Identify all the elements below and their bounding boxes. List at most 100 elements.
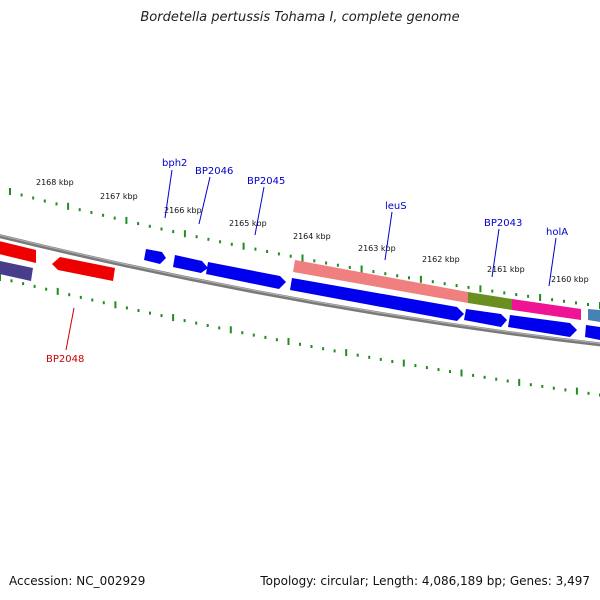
minor-tick <box>325 261 328 265</box>
minor-tick <box>183 319 186 323</box>
major-tick <box>575 387 578 395</box>
map-title: Bordetella pertussis Tohama I, complete … <box>140 10 460 25</box>
accession-text: Accession: NC_002929 <box>9 574 146 588</box>
minor-tick <box>503 291 506 295</box>
minor-tick <box>529 383 532 387</box>
minor-tick <box>437 368 440 372</box>
minor-tick <box>195 235 198 239</box>
minor-tick <box>564 388 567 392</box>
minor-tick <box>396 274 399 278</box>
major-tick <box>183 230 186 238</box>
gene-bph2[interactable] <box>144 249 166 264</box>
genome-summary-text: Topology: circular; Length: 4,086,189 bp… <box>260 574 590 588</box>
minor-tick <box>148 224 151 228</box>
minor-tick <box>356 353 359 357</box>
major-tick <box>539 294 542 301</box>
minor-tick <box>322 347 325 351</box>
leader-line <box>384 211 393 261</box>
leader-line <box>65 307 75 351</box>
minor-tick <box>310 345 313 348</box>
label-BP2045[interactable]: BP2045 <box>247 176 285 187</box>
major-tick <box>301 254 304 262</box>
forward-strand <box>144 249 600 322</box>
minor-tick <box>102 213 105 217</box>
minor-tick <box>254 247 257 251</box>
gene-holA-feature[interactable] <box>512 299 581 320</box>
leader-line <box>491 228 500 278</box>
minor-tick <box>313 259 316 263</box>
minor-tick <box>379 357 382 361</box>
minor-tick <box>275 338 278 342</box>
gene-left-red[interactable] <box>0 240 36 263</box>
minor-tick <box>587 303 589 306</box>
genome-backbone-highlight <box>0 234 600 344</box>
major-tick <box>125 216 128 224</box>
minor-tick <box>372 270 375 274</box>
label-BP2048[interactable]: BP2048 <box>46 354 84 365</box>
gene-labels: bph2 BP2046 BP2045 leuS BP2043 holA BP20… <box>46 158 568 365</box>
minor-tick <box>45 287 48 291</box>
minor-tick <box>22 282 25 286</box>
major-tick <box>0 274 1 281</box>
minor-tick <box>79 295 82 299</box>
scale-label: 2160 kbp <box>551 275 589 284</box>
minor-tick <box>541 384 544 388</box>
scale-label: 2168 kbp <box>36 178 74 187</box>
minor-tick <box>483 375 486 379</box>
label-BP2046[interactable]: BP2046 <box>195 166 233 177</box>
gene-left-navy[interactable] <box>0 260 33 281</box>
minor-tick <box>230 242 233 246</box>
minor-tick <box>33 284 36 288</box>
minor-tick <box>252 333 255 337</box>
minor-tick <box>218 326 221 330</box>
minor-tick <box>289 254 292 258</box>
gene-BP2045[interactable] <box>206 262 286 289</box>
genome-backbone <box>0 234 600 347</box>
minor-tick <box>32 196 35 200</box>
minor-tick <box>431 280 434 284</box>
scale-label: 2162 kbp <box>422 255 460 264</box>
major-tick <box>402 359 405 367</box>
major-tick <box>229 326 232 334</box>
minor-tick <box>277 252 280 256</box>
minor-tick <box>266 250 269 253</box>
scale-label: 2166 kbp <box>164 206 202 215</box>
forward-strand-lower <box>290 278 600 340</box>
minor-tick <box>575 301 577 305</box>
gene-BP2046[interactable] <box>173 255 208 273</box>
label-bph2[interactable]: bph2 <box>162 158 187 169</box>
minor-tick <box>491 289 494 293</box>
minor-tick <box>472 373 475 377</box>
gene-leuS-feature[interactable] <box>293 260 468 303</box>
minor-tick <box>68 293 71 297</box>
gene-edge-lower[interactable] <box>585 325 600 340</box>
minor-tick <box>102 301 105 305</box>
minor-tick <box>125 306 128 310</box>
gene-leuS[interactable] <box>290 278 464 321</box>
label-leuS[interactable]: leuS <box>385 201 407 212</box>
scale-label: 2163 kbp <box>358 244 396 253</box>
major-tick <box>287 338 290 345</box>
gene-BP2043[interactable] <box>464 309 507 327</box>
leader-line <box>164 169 173 219</box>
minor-tick <box>455 284 458 288</box>
scale-label: 2161 kbp <box>487 265 525 274</box>
minor-tick <box>443 282 446 286</box>
label-holA[interactable]: holA <box>546 227 568 238</box>
minor-tick <box>78 208 81 212</box>
minor-tick <box>348 265 351 269</box>
minor-tick <box>149 311 151 315</box>
gene-holA[interactable] <box>508 315 577 337</box>
gene-BP2043-feature[interactable] <box>468 292 512 310</box>
minor-tick <box>527 294 530 298</box>
gene-edge-feature[interactable] <box>588 309 600 322</box>
label-BP2043[interactable]: BP2043 <box>484 218 522 229</box>
minor-tick <box>137 309 140 312</box>
minor-tick <box>587 391 590 395</box>
gene-BP2048[interactable] <box>52 257 115 281</box>
scale-label: 2164 kbp <box>293 232 331 241</box>
minor-tick <box>10 279 13 283</box>
major-tick <box>67 202 70 210</box>
scale-labels: 2168 kbp 2167 kbp 2166 kbp 2165 kbp 2164… <box>36 178 589 284</box>
